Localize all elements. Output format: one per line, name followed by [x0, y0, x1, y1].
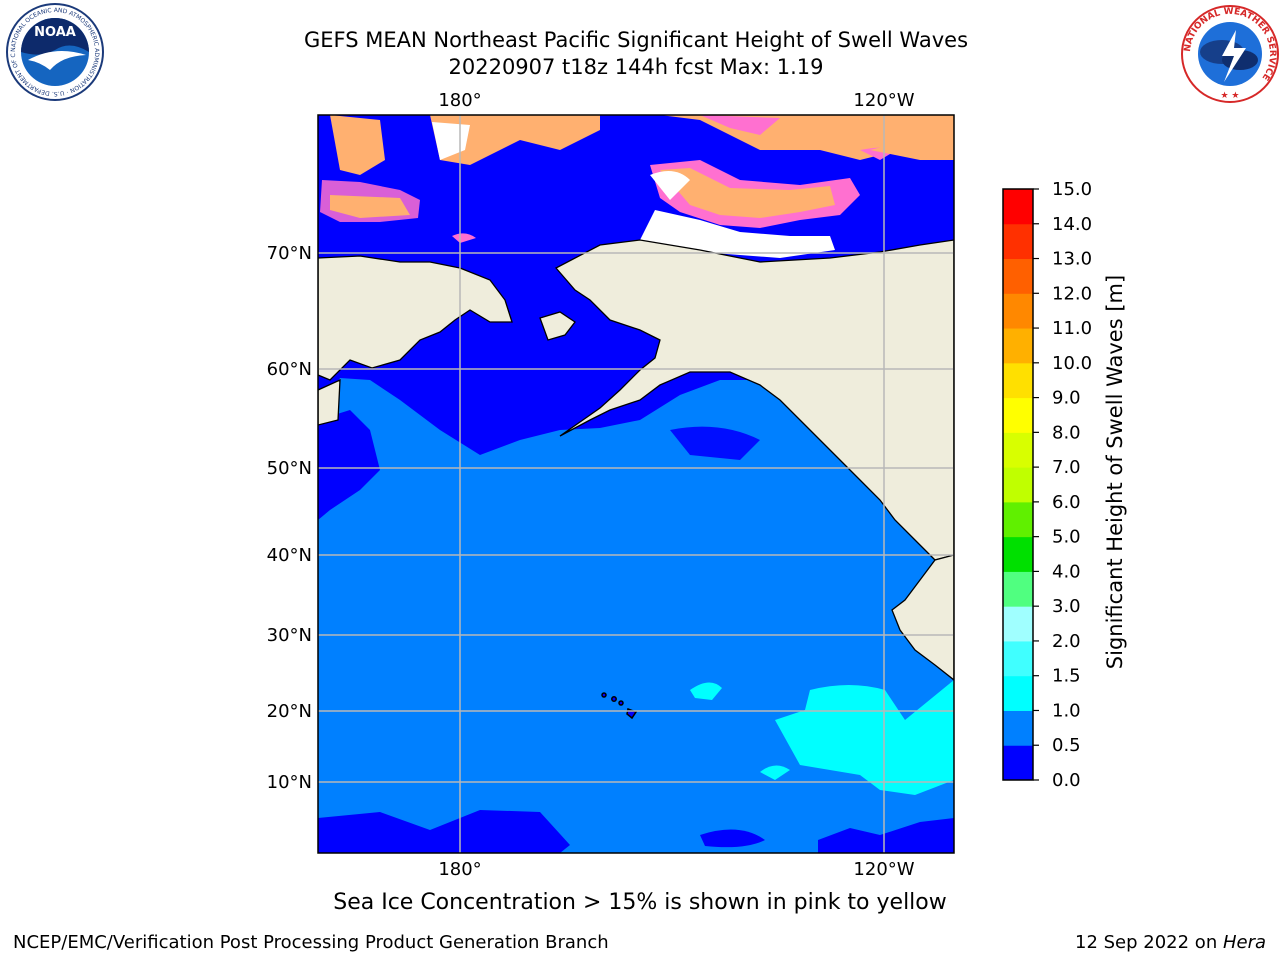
- colorbar-segment: [1003, 293, 1033, 329]
- colorbar-segment: [1003, 362, 1033, 399]
- colorbar-segment: [1003, 501, 1033, 538]
- lat-label: 50°N: [267, 458, 312, 479]
- lon-label-bottom: 180°: [438, 859, 481, 880]
- colorbar-tick-label: 10.0: [1052, 353, 1092, 374]
- colorbar-segment: [1003, 223, 1033, 260]
- colorbar-tick-label: 0.0: [1052, 770, 1081, 791]
- producer-credit: NCEP/EMC/Verification Post Processing Pr…: [13, 932, 609, 953]
- colorbar-tick-label: 13.0: [1052, 249, 1092, 270]
- colorbar-tick-label: 3.0: [1052, 596, 1081, 617]
- svg-text:★ ★: ★ ★: [1221, 91, 1240, 101]
- colorbar-segment: [1003, 745, 1033, 781]
- chart-title: GEFS MEAN Northeast Pacific Significant …: [303, 28, 969, 52]
- lat-label: 60°N: [267, 359, 312, 380]
- colorbar-segment: [1003, 640, 1033, 677]
- land-masses: [318, 239, 954, 681]
- noaa-logo: NATIONAL OCEANIC AND ATMOSPHERIC ADMINIS…: [0, 0, 104, 101]
- colorbar-tick-label: 7.0: [1052, 457, 1081, 478]
- colorbar-segment: [1003, 397, 1033, 433]
- colorbar-segment: [1003, 606, 1033, 642]
- machine-name: Hera: [1222, 932, 1266, 953]
- high-swell-regions: [690, 680, 954, 795]
- colorbar-segment: [1003, 258, 1033, 294]
- lat-label: 40°N: [267, 545, 312, 566]
- colorbar-tick-label: 11.0: [1052, 318, 1092, 339]
- colorbar-tick-label: 14.0: [1052, 214, 1092, 235]
- colorbar-label: Significant Height of Swell Waves [m]: [1103, 274, 1127, 670]
- colorbar-segment: [1003, 536, 1033, 572]
- colorbar-tick-label: 1.5: [1052, 666, 1081, 687]
- lat-label: 70°N: [267, 243, 312, 264]
- colorbar-segment: [1003, 432, 1033, 468]
- svg-text:NOAA: NOAA: [34, 25, 76, 40]
- colorbar-tick-label: 15.0: [1052, 179, 1092, 200]
- chart-subtitle: 20220907 t18z 144h fcst Max: 1.19: [448, 55, 824, 79]
- sea-ice-footnote: Sea Ice Concentration > 15% is shown in …: [333, 890, 947, 915]
- colorbar-segment: [1003, 467, 1033, 503]
- sea-ice-regions: [320, 115, 954, 268]
- lat-label: 20°N: [267, 701, 312, 722]
- nws-logo: NATIONAL WEATHER SERVICE ★ ★: [1181, 5, 1279, 103]
- date-credit: 12 Sep 2022 on Hera: [1075, 932, 1266, 953]
- lat-label: 30°N: [267, 625, 312, 646]
- lon-label-bottom: 120°W: [853, 859, 914, 880]
- colorbar-segment: [1003, 710, 1033, 746]
- colorbar-segment: [1003, 675, 1033, 711]
- kamchatka-land: [318, 378, 341, 426]
- colorbar-frame: [1002, 188, 1034, 781]
- lon-label-top: 180°: [438, 90, 481, 111]
- graticule-grid: [318, 115, 954, 853]
- colorbar-tick-label: 4.0: [1052, 561, 1081, 582]
- lat-label: 10°N: [267, 772, 312, 793]
- colorbar-tick-label: 8.0: [1052, 422, 1081, 443]
- colorbar-tick-label: 6.0: [1052, 492, 1081, 513]
- colorbar-segment: [1003, 189, 1033, 225]
- siberia-land: [318, 255, 513, 381]
- lon-label-top: 120°W: [853, 90, 914, 111]
- colorbar-segment: [1003, 328, 1033, 364]
- colorbar-segment: [1003, 571, 1033, 607]
- colorbar-tick-label: 1.0: [1052, 700, 1081, 721]
- longitude-labels: 180° 180° 120°W 120°W: [438, 90, 914, 880]
- latitude-labels: 70°N 60°N 50°N 40°N 30°N 20°N 10°N: [267, 243, 312, 793]
- colorbar: 0.0 0.5 1.0 1.5 2.0 3.0 4.0 5.0 6.0 7.0 8.0 9.0 10.0…: [1002, 179, 1092, 791]
- colorbar-tick-label: 5.0: [1052, 527, 1081, 548]
- map-frame: [317, 114, 955, 854]
- west-coast-land: [891, 554, 954, 681]
- colorbar-tick-label: 9.0: [1052, 388, 1081, 409]
- alaska-peninsula: [539, 311, 576, 341]
- colorbar-tick-label: 2.0: [1052, 631, 1081, 652]
- colorbar-tick-label: 0.5: [1052, 735, 1081, 756]
- colorbar-tick-label: 12.0: [1052, 283, 1092, 304]
- north-america-land: [554, 239, 954, 561]
- map-area: [318, 115, 954, 853]
